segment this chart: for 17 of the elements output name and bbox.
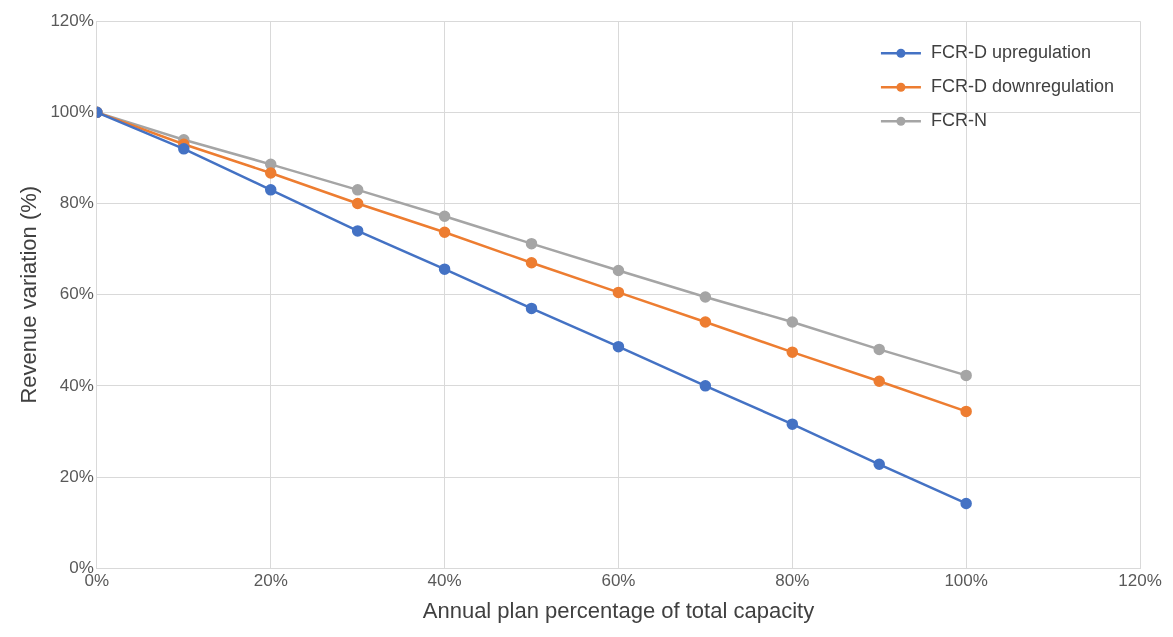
legend-label: FCR-N <box>930 110 987 131</box>
legend-label: FCR-D downregulation <box>930 76 1114 97</box>
y-tick-label: 60% <box>59 284 94 304</box>
x-tick-label: 60% <box>601 571 636 591</box>
x-tick-label: 120% <box>1118 571 1162 591</box>
x-axis-title: Annual plan percentage of total capacity <box>422 597 815 623</box>
y-tick-label: 120% <box>50 10 94 30</box>
y-tick-label: 100% <box>50 102 94 122</box>
x-tick-label: 20% <box>253 571 288 591</box>
x-tick-label: 40% <box>427 571 462 591</box>
legend-label: FCR-D upregulation <box>930 42 1091 63</box>
x-tick-label: 80% <box>775 571 810 591</box>
y-tick-label: 40% <box>59 375 94 395</box>
y-tick-label: 80% <box>59 193 94 213</box>
y-tick-label: 20% <box>59 466 94 486</box>
y-axis-title: Revenue variation (%) <box>16 185 42 404</box>
x-tick-label: 100% <box>944 571 988 591</box>
